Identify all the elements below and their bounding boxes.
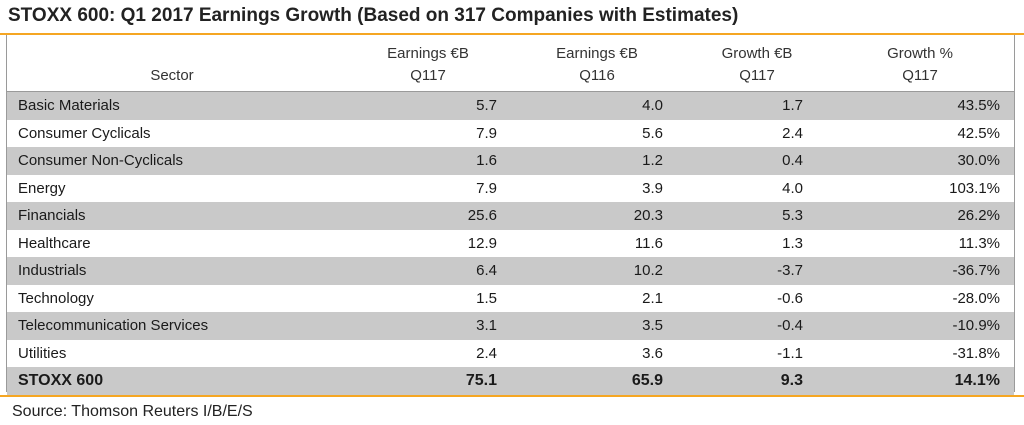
cell-sector: STOXX 600 (18, 372, 104, 389)
cell-growth-pct: 30.0% (957, 152, 1000, 169)
cell-sector: Utilities (18, 344, 67, 362)
top-accent-rule (0, 33, 1024, 35)
cell-growth-pct: 26.2% (957, 207, 1000, 224)
cell-earnings-q117: 6.4 (476, 262, 497, 279)
header-earnings-q117-line1: Earnings €B (387, 45, 469, 62)
cell-growth-pct: 103.1% (949, 179, 1000, 197)
cell-growth-pct: 14.1% (954, 372, 1000, 389)
cell-growth-pct: 42.5% (957, 124, 1000, 142)
cell-earnings-q116: 4.0 (642, 97, 663, 114)
cell-growth-eur: 0.4 (782, 152, 803, 169)
cell-earnings-q117: 7.9 (476, 124, 497, 142)
cell-growth-eur: 1.3 (782, 234, 803, 252)
cell-growth-pct: 11.3% (958, 234, 1000, 252)
cell-earnings-q117: 1.6 (476, 152, 497, 169)
table-header: Sector Earnings €B Q117 Earnings €B Q116… (7, 35, 1014, 91)
source-note: Source: Thomson Reuters I/B/E/S (12, 403, 253, 420)
cell-growth-eur: 1.7 (782, 97, 803, 114)
cell-sector: Healthcare (18, 234, 91, 252)
header-divider (7, 91, 1014, 92)
header-growth-pct: Growth % Q117 (855, 43, 985, 87)
header-earnings-q117: Earnings €B Q117 (363, 43, 493, 87)
cell-earnings-q117: 5.7 (476, 97, 497, 114)
cell-earnings-q117: 1.5 (476, 289, 497, 307)
table-row: Utilities 2.4 3.6 -1.1 -31.8% (7, 340, 1014, 368)
header-earnings-q116: Earnings €B Q116 (532, 43, 662, 87)
header-growth-pct-line1: Growth % (887, 45, 953, 62)
table-row: Energy 7.9 3.9 4.0 103.1% (7, 175, 1014, 203)
cell-sector: Industrials (18, 262, 87, 279)
cell-earnings-q117: 75.1 (465, 372, 497, 389)
cell-earnings-q117: 7.9 (476, 179, 497, 197)
cell-sector: Financials (18, 207, 86, 224)
cell-growth-eur: 9.3 (780, 372, 803, 389)
cell-earnings-q116: 3.6 (642, 344, 663, 362)
table-row: Consumer Cyclicals 7.9 5.6 2.4 42.5% (7, 120, 1014, 148)
cell-growth-pct: -36.7% (952, 262, 1000, 279)
cell-growth-eur: -3.7 (777, 262, 803, 279)
cell-growth-eur: 2.4 (782, 124, 803, 142)
cell-earnings-q117: 25.6 (467, 207, 497, 224)
table-total-row: STOXX 600 75.1 65.9 9.3 14.1% (7, 367, 1014, 395)
header-earnings-q116-line2: Q116 (579, 67, 615, 84)
header-earnings-q116-line1: Earnings €B (556, 45, 638, 62)
header-growth-eur-line2: Q117 (739, 67, 775, 84)
cell-earnings-q116: 3.5 (642, 317, 663, 334)
cell-growth-eur: 4.0 (782, 179, 803, 197)
cell-earnings-q116: 20.3 (633, 207, 663, 224)
cell-earnings-q117: 2.4 (476, 344, 497, 362)
header-growth-pct-line2: Q117 (902, 67, 938, 84)
cell-growth-pct: -31.8% (952, 344, 1000, 362)
cell-sector: Energy (18, 179, 66, 197)
cell-earnings-q116: 2.1 (642, 289, 663, 307)
cell-earnings-q116: 65.9 (631, 372, 663, 389)
cell-growth-eur: -0.4 (777, 317, 803, 334)
cell-earnings-q117: 12.9 (467, 234, 497, 252)
cell-earnings-q117: 3.1 (476, 317, 497, 334)
cell-growth-pct: -10.9% (952, 317, 1000, 334)
cell-sector: Basic Materials (18, 97, 120, 114)
header-growth-eur: Growth €B Q117 (692, 43, 822, 87)
table-row: Basic Materials 5.7 4.0 1.7 43.5% (7, 92, 1014, 120)
cell-growth-eur: -1.1 (777, 344, 803, 362)
cell-growth-pct: -28.0% (952, 289, 1000, 307)
cell-earnings-q116: 1.2 (642, 152, 663, 169)
cell-growth-eur: -0.6 (777, 289, 803, 307)
cell-earnings-q116: 10.2 (633, 262, 663, 279)
cell-sector: Technology (18, 289, 94, 307)
table-row: Telecommunication Services 3.1 3.5 -0.4 -10.… (7, 312, 1014, 340)
header-sector: Sector (150, 67, 194, 84)
cell-earnings-q116: 11.6 (634, 234, 663, 252)
table-row: Healthcare 12.9 11.6 1.3 11.3% (7, 230, 1014, 258)
cell-sector: Consumer Non-Cyclicals (18, 152, 184, 169)
cell-sector: Consumer Cyclicals (18, 124, 151, 142)
table-title: STOXX 600: Q1 2017 Earnings Growth (Base… (8, 5, 739, 26)
table-row: Financials 25.6 20.3 5.3 26.2% (7, 202, 1014, 230)
cell-growth-pct: 43.5% (957, 97, 1000, 114)
table-row: Industrials 6.4 10.2 -3.7 -36.7% (7, 257, 1014, 285)
cell-sector: Telecommunication Services (18, 317, 209, 334)
table-row: Consumer Non-Cyclicals 1.6 1.2 0.4 30.0% (7, 147, 1014, 175)
bottom-accent-rule (0, 395, 1024, 397)
cell-growth-eur: 5.3 (782, 207, 803, 224)
earnings-table: Sector Earnings €B Q117 Earnings €B Q116… (6, 35, 1015, 395)
cell-earnings-q116: 5.6 (642, 124, 663, 142)
cell-earnings-q116: 3.9 (642, 179, 663, 197)
header-growth-eur-line1: Growth €B (721, 45, 793, 62)
table-row: Technology 1.5 2.1 -0.6 -28.0% (7, 285, 1014, 313)
header-earnings-q117-line2: Q117 (410, 67, 446, 84)
